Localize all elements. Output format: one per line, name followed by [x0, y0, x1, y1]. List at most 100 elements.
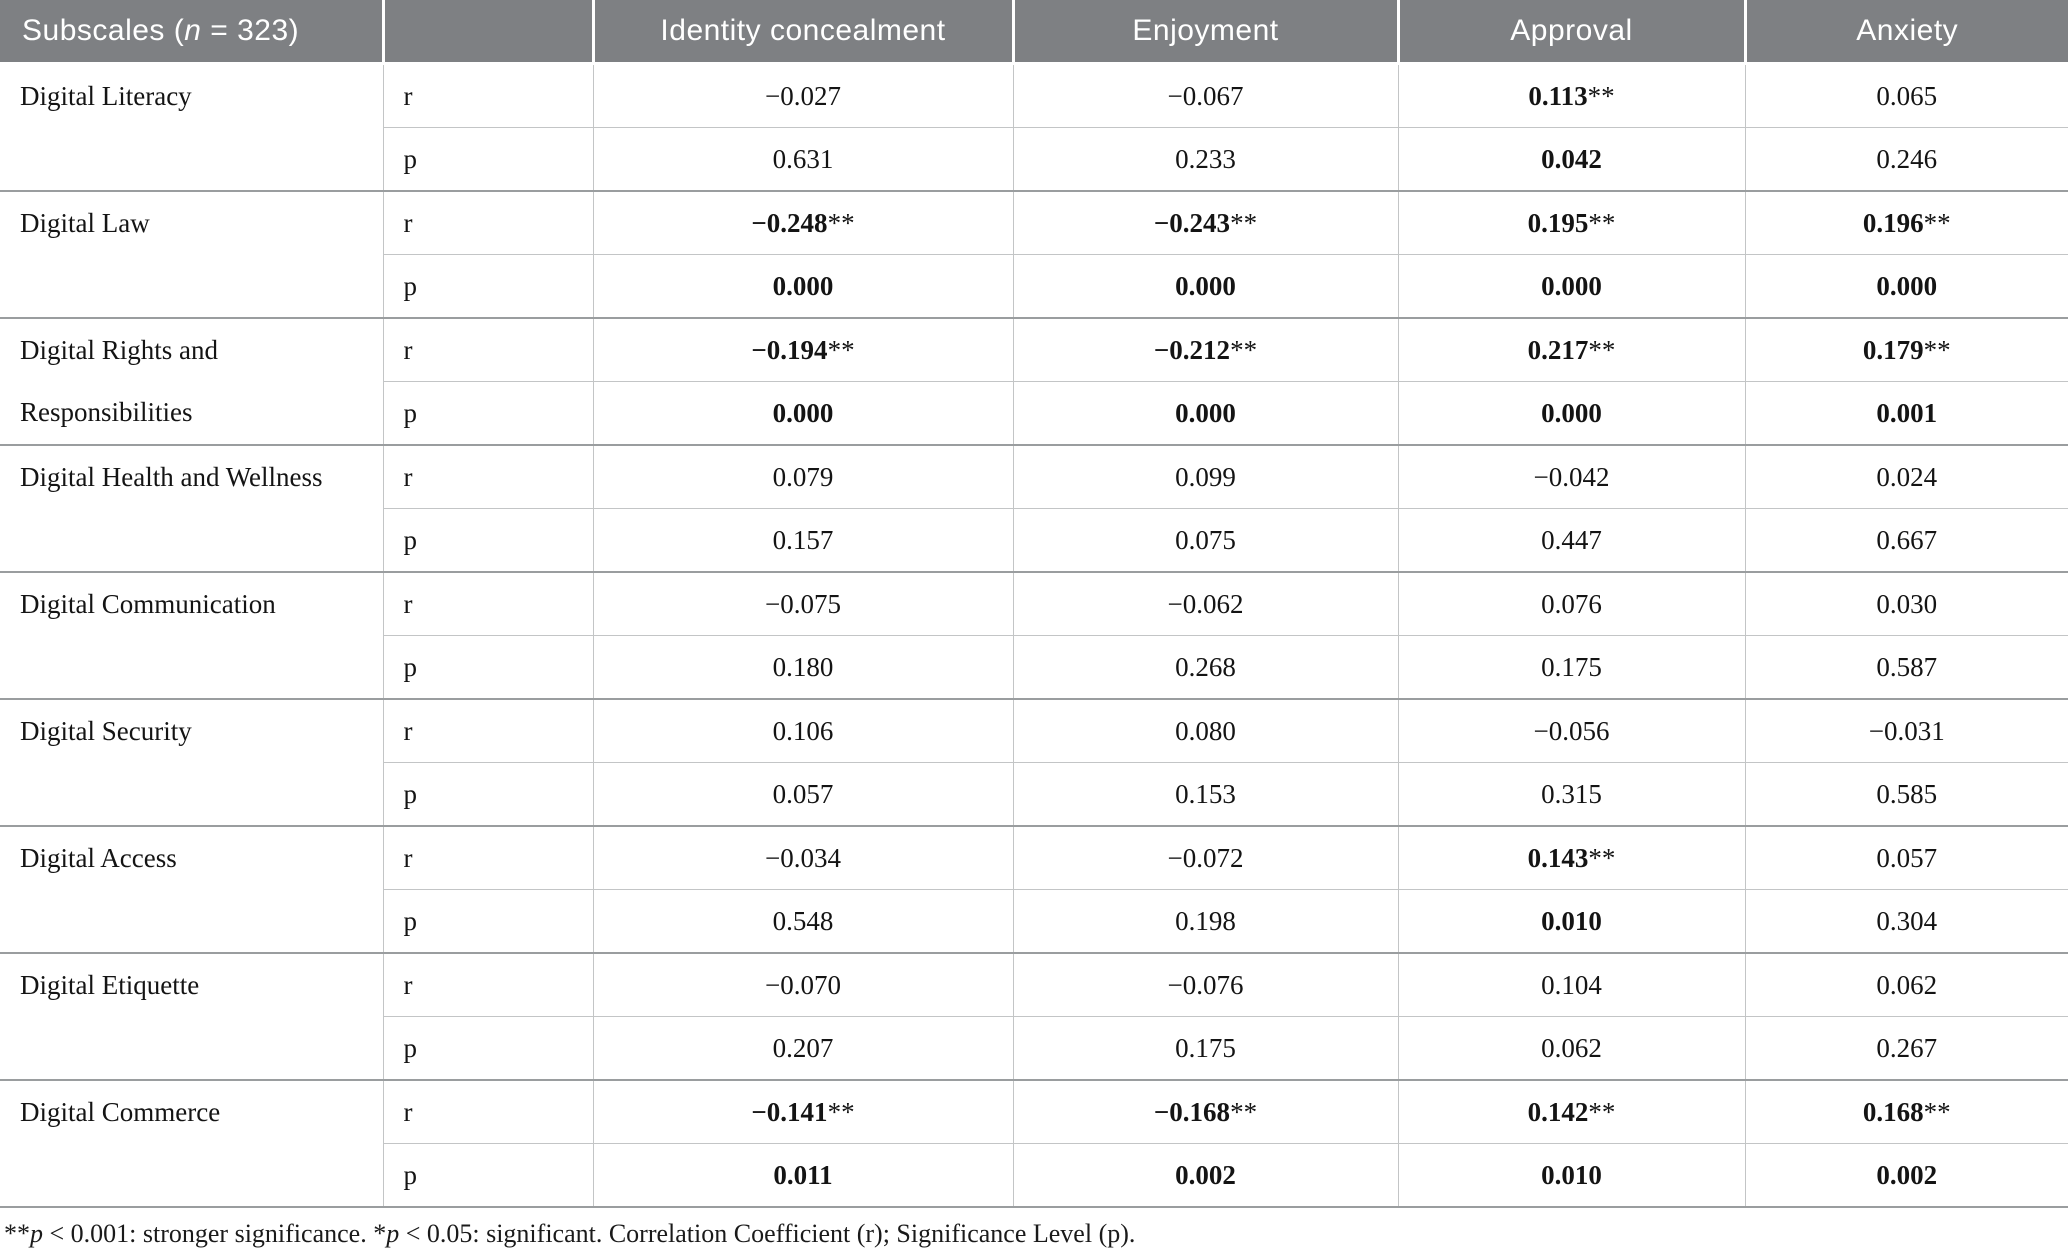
significance-asterisks: **: [1587, 80, 1615, 111]
value-bold: −0.194: [751, 334, 828, 365]
cell-digital-rights-and-responsibilities-r-identity-concealment: −0.194**: [593, 318, 1014, 382]
header-stat-col: [383, 0, 595, 65]
cell-digital-law-p-anxiety: 0.000: [1745, 254, 2068, 319]
row-digital-literacy-p: p 0.631 0.233 0.042 0.246: [0, 127, 2068, 192]
significance-asterisks: **: [827, 334, 855, 365]
text-part: = 323): [201, 14, 300, 47]
cell-digital-rights-and-responsibilities-r-anxiety: 0.179**: [1745, 318, 2068, 382]
cell-digital-access-p-anxiety: 0.304: [1745, 889, 2068, 954]
subscale-label-digital-etiquette: Digital Etiquette: [0, 953, 384, 1081]
cell-digital-access-r-approval: 0.143**: [1398, 826, 1746, 890]
significance-asterisks: **: [1588, 842, 1616, 873]
value-bold: 0.142: [1527, 1096, 1589, 1127]
cell-digital-security-p-identity-concealment: 0.057: [593, 762, 1014, 827]
row-digital-security-r: Digital Security r 0.106 0.080 −0.056 −0.031: [0, 699, 2068, 827]
header-anxiety: Anxiety: [1745, 0, 2068, 65]
cell-digital-access-r-anxiety: 0.057: [1745, 826, 2068, 890]
cell-digital-rights-and-responsibilities-p-identity-concealment: 0.000: [593, 381, 1014, 446]
stat-label-p: p: [383, 1016, 594, 1081]
subscale-label-digital-security: Digital Security: [0, 699, 384, 827]
text-part: < 0.05: significant. Correlation Coeffic…: [399, 1219, 1136, 1248]
stat-label-r: r: [383, 318, 594, 382]
cell-digital-etiquette-p-approval: 0.062: [1398, 1016, 1746, 1081]
value-bold: 0.000: [1175, 397, 1236, 428]
stat-label-p: p: [383, 889, 594, 954]
cell-digital-health-and-wellness-p-anxiety: 0.667: [1745, 508, 2068, 573]
row-digital-commerce-p: p 0.011 0.002 0.010 0.002: [0, 1143, 2068, 1208]
header-enjoyment: Enjoyment: [1013, 0, 1400, 65]
cell-digital-etiquette-p-anxiety: 0.267: [1745, 1016, 2068, 1081]
stat-label-p: p: [383, 381, 594, 446]
row-digital-rights-and-responsibilities-p: p 0.000 0.000 0.000 0.001: [0, 381, 2068, 446]
row-digital-literacy-r: Digital Literacy r −0.027 −0.067 0.113** 0.06…: [0, 63, 2068, 192]
row-digital-health-and-wellness-p: p 0.157 0.075 0.447 0.667: [0, 508, 2068, 573]
stat-label-r: r: [383, 445, 594, 509]
value-bold: 0.179: [1862, 334, 1924, 365]
cell-digital-etiquette-r-enjoyment: −0.076: [1013, 953, 1399, 1017]
cell-digital-communication-p-enjoyment: 0.268: [1013, 635, 1399, 700]
value-bold: −0.212: [1153, 334, 1231, 365]
value-bold: 0.000: [772, 270, 834, 301]
cell-digital-literacy-p-approval: 0.042: [1398, 127, 1746, 192]
significance-asterisks: **: [827, 207, 855, 238]
cell-digital-etiquette-r-identity-concealment: −0.070: [593, 953, 1014, 1017]
text-part: Subscales (: [22, 14, 185, 47]
cell-digital-health-and-wellness-r-identity-concealment: 0.079: [593, 445, 1014, 509]
cell-digital-commerce-p-approval: 0.010: [1398, 1143, 1746, 1208]
italic-text-part: n: [184, 14, 202, 47]
cell-digital-law-p-approval: 0.000: [1398, 254, 1746, 319]
cell-digital-law-p-enjoyment: 0.000: [1013, 254, 1399, 319]
header-subscales: Subscales (n = 323): [0, 0, 385, 65]
cell-digital-access-r-identity-concealment: −0.034: [593, 826, 1014, 890]
subscale-label-digital-communication: Digital Communication: [0, 572, 384, 700]
value-bold: 0.002: [1876, 1159, 1938, 1190]
row-digital-health-and-wellness-r: Digital Health and Wellness r 0.079 0.099 −0…: [0, 445, 2068, 573]
cell-digital-law-r-identity-concealment: −0.248**: [593, 191, 1014, 255]
value-bold: 0.001: [1876, 397, 1938, 428]
text-part: **: [4, 1219, 30, 1248]
stat-label-r: r: [383, 191, 594, 255]
cell-digital-communication-r-approval: 0.076: [1398, 572, 1746, 636]
subscale-label-digital-rights-and-responsibilities: Digital Rights and Responsibilities: [0, 318, 384, 446]
cell-digital-law-r-approval: 0.195**: [1398, 191, 1746, 255]
italic-text-part: p: [386, 1219, 400, 1248]
value-bold: 0.000: [1175, 270, 1236, 301]
subscale-label-digital-access: Digital Access: [0, 826, 384, 954]
cell-digital-literacy-p-enjoyment: 0.233: [1013, 127, 1399, 192]
cell-digital-health-and-wellness-r-anxiety: 0.024: [1745, 445, 2068, 509]
cell-digital-access-p-identity-concealment: 0.548: [593, 889, 1014, 954]
cell-digital-communication-p-approval: 0.175: [1398, 635, 1746, 700]
value-bold: −0.141: [751, 1096, 828, 1127]
stat-label-p: p: [383, 127, 594, 192]
cell-digital-etiquette-r-anxiety: 0.062: [1745, 953, 2068, 1017]
subscale-label-digital-commerce: Digital Commerce: [0, 1080, 384, 1208]
row-digital-law-p: p 0.000 0.000 0.000 0.000: [0, 254, 2068, 319]
cell-digital-commerce-r-anxiety: 0.168**: [1745, 1080, 2068, 1144]
cell-digital-health-and-wellness-r-enjoyment: 0.099: [1013, 445, 1399, 509]
value-bold: 0.195: [1527, 207, 1589, 238]
cell-digital-commerce-r-identity-concealment: −0.141**: [593, 1080, 1014, 1144]
significance-asterisks: **: [1923, 1096, 1951, 1127]
significance-asterisks: **: [1923, 207, 1951, 238]
value-bold: 0.000: [1541, 270, 1602, 301]
significance-asterisks: **: [1230, 1096, 1258, 1127]
cell-digital-access-p-enjoyment: 0.198: [1013, 889, 1399, 954]
header-approval: Approval: [1398, 0, 1747, 65]
correlation-table: Subscales (n = 323) Identity concealment…: [0, 0, 2068, 1208]
stat-label-p: p: [383, 508, 594, 573]
cell-digital-rights-and-responsibilities-p-enjoyment: 0.000: [1013, 381, 1399, 446]
value-bold: 0.000: [1541, 397, 1602, 428]
italic-text-part: p: [30, 1219, 43, 1248]
row-digital-etiquette-r: Digital Etiquette r −0.070 −0.076 0.104 0.062: [0, 953, 2068, 1081]
stat-label-r: r: [383, 826, 594, 890]
cell-digital-commerce-p-identity-concealment: 0.011: [593, 1143, 1014, 1208]
row-digital-security-p: p 0.057 0.153 0.315 0.585: [0, 762, 2068, 827]
significance-asterisks: **: [1588, 334, 1616, 365]
value-bold: 0.042: [1541, 143, 1602, 174]
cell-digital-health-and-wellness-p-approval: 0.447: [1398, 508, 1746, 573]
cell-digital-access-p-approval: 0.010: [1398, 889, 1746, 954]
cell-digital-rights-and-responsibilities-r-enjoyment: −0.212**: [1013, 318, 1399, 382]
cell-digital-literacy-r-enjoyment: −0.067: [1013, 63, 1399, 128]
cell-digital-communication-r-anxiety: 0.030: [1745, 572, 2068, 636]
value-bold: 0.002: [1175, 1159, 1236, 1190]
